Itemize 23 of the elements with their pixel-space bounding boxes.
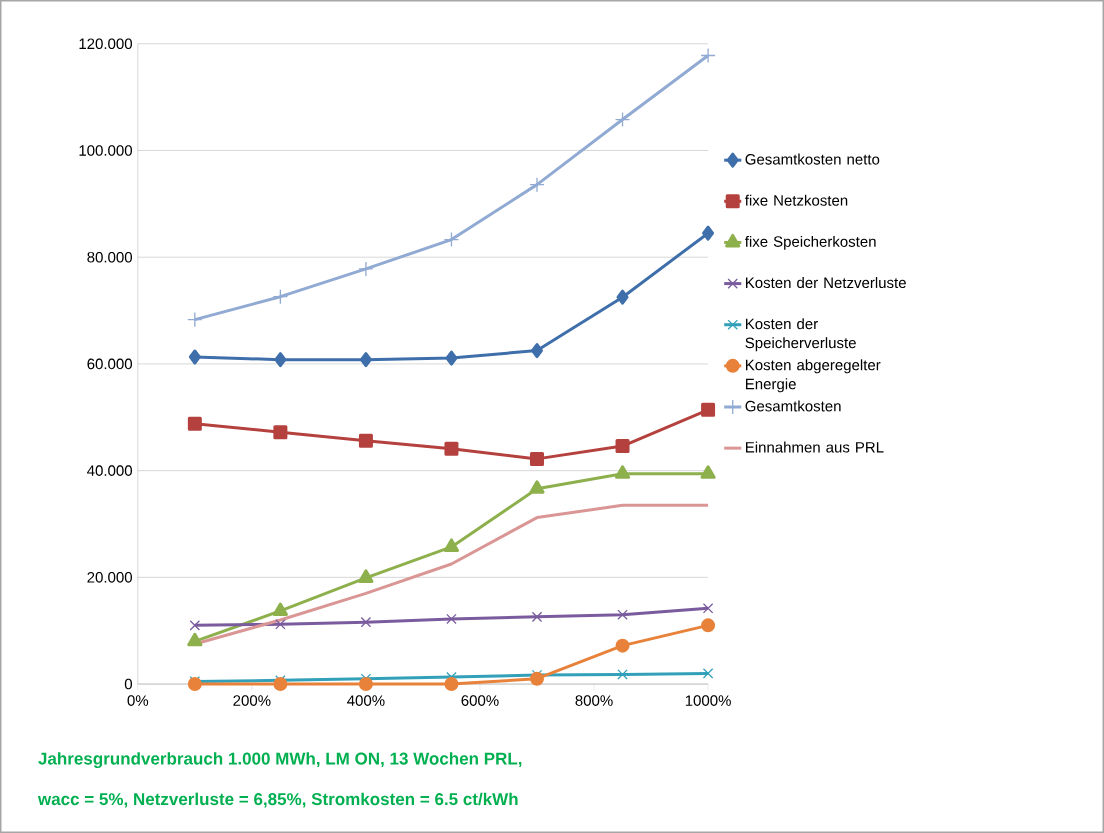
legend-label: Gesamtkosten netto [745,153,880,165]
text: wacc = 5%, Netzverluste = 6,85%, Stromkosten = 6.5 ct/kWh [37,792,518,808]
x-tick-label: 0% [127,695,149,706]
y-tick-label: 20.000 [87,572,133,583]
x-tick-label: 1000% [685,695,731,706]
y-tick-label: 60.000 [87,358,133,370]
x-tick-label: 400% [347,695,385,706]
legend-label: Gesamtkosten [745,400,841,412]
y-tick-label: 40.000 [87,465,133,476]
y-tick-label: 120.000 [79,38,133,50]
text: Jahresgrundverbrauch 1.000 MWh, LM ON, 13 Wochen PRL, [38,752,522,769]
y-tick-label: 80.000 [87,251,133,263]
y-tick-label: 0 [124,678,133,690]
x-tick-label: 800% [575,695,613,706]
legend-label: Kosten der Speicherverluste [745,318,856,352]
x-tick-label: 600% [461,695,499,706]
x-tick-label: 200% [233,695,271,706]
legend-label: fixe Netzkosten [744,194,848,206]
legend-label: Kosten der Netzverluste [745,277,906,289]
legend-label: Einnahmen aus PRL [745,441,884,453]
y-tick-label: 100.000 [79,145,133,156]
legend-label: Kosten abgeregelter Energie [745,359,881,393]
legend-label: fixe Speicherkosten [744,235,876,250]
